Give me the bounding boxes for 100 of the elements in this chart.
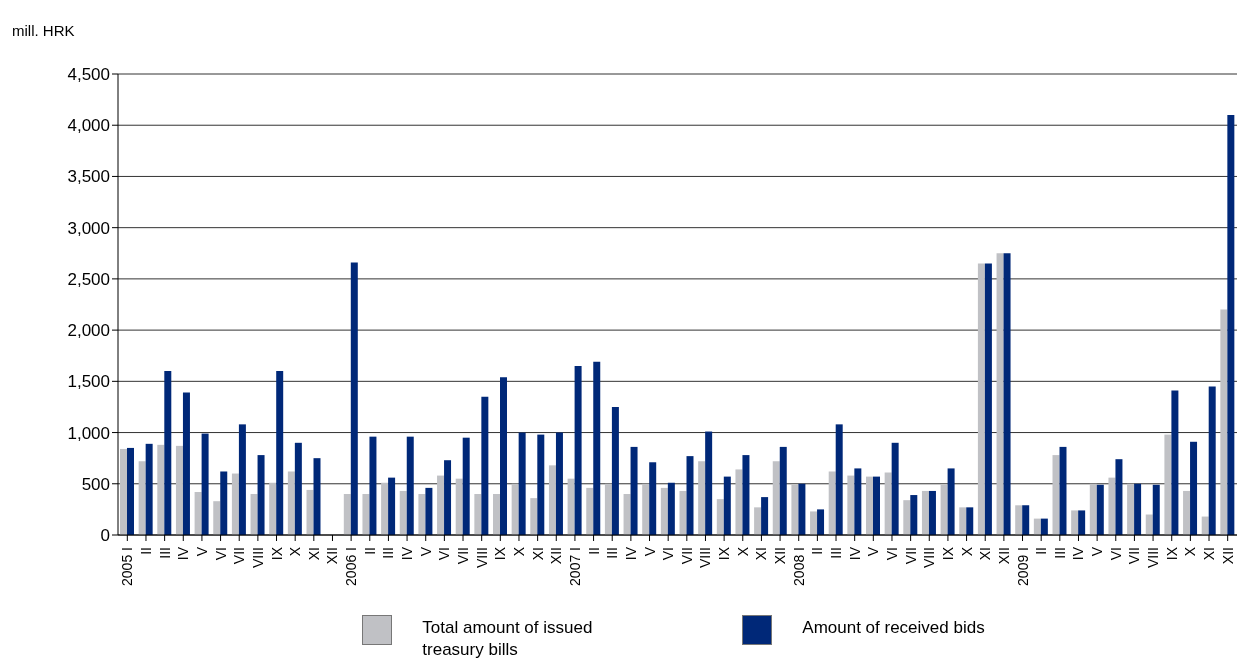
x-tick-label: XI bbox=[1201, 547, 1218, 561]
bar bbox=[921, 490, 929, 535]
bar bbox=[854, 468, 862, 535]
x-tick-label: III bbox=[380, 547, 397, 559]
bar bbox=[120, 448, 127, 535]
bar bbox=[761, 497, 769, 535]
bar bbox=[474, 494, 482, 535]
bar bbox=[630, 446, 638, 535]
bar bbox=[250, 494, 258, 535]
x-tick-label: II bbox=[137, 547, 154, 555]
bar bbox=[462, 437, 470, 535]
x-tick-label: VI bbox=[1107, 547, 1124, 561]
x-tick-label: III bbox=[604, 547, 621, 559]
x-tick-label: X bbox=[1182, 546, 1199, 557]
bar bbox=[220, 471, 228, 535]
x-tick-label: X bbox=[287, 546, 304, 557]
bar bbox=[362, 494, 370, 535]
x-tick-label: XI bbox=[529, 547, 546, 561]
bar bbox=[518, 432, 526, 535]
x-tick-label: V bbox=[417, 546, 434, 557]
x-tick-label: X bbox=[734, 546, 751, 557]
x-tick-label: II bbox=[361, 547, 378, 555]
bar bbox=[1201, 516, 1209, 535]
bar bbox=[1183, 490, 1191, 535]
bar bbox=[779, 446, 787, 535]
x-tick-label: IX bbox=[1163, 546, 1180, 561]
bar bbox=[164, 371, 172, 535]
x-tick-label: II bbox=[1033, 547, 1050, 555]
x-tick-label: IX bbox=[716, 546, 733, 561]
bar bbox=[1145, 514, 1153, 535]
x-tick-label: IX bbox=[268, 546, 285, 561]
bar bbox=[287, 471, 295, 535]
bar bbox=[940, 484, 948, 535]
bar bbox=[157, 444, 165, 535]
bar bbox=[548, 465, 556, 535]
bar bbox=[437, 475, 445, 535]
bar bbox=[1071, 510, 1079, 535]
bar bbox=[369, 436, 377, 535]
bar bbox=[623, 494, 631, 535]
bar bbox=[1164, 434, 1172, 535]
x-tick-label: X bbox=[510, 546, 527, 557]
bar bbox=[996, 253, 1004, 535]
x-tick-label: VII bbox=[231, 547, 248, 565]
bar bbox=[444, 460, 452, 535]
bar bbox=[257, 455, 265, 535]
bar bbox=[772, 461, 780, 535]
bar bbox=[611, 406, 619, 535]
bar bbox=[817, 509, 825, 535]
bar bbox=[455, 478, 463, 535]
x-tick-label: XI bbox=[305, 547, 322, 561]
x-tick-label: VII bbox=[678, 547, 695, 565]
bar bbox=[735, 469, 743, 535]
x-tick-label: VIII bbox=[697, 547, 714, 569]
bar bbox=[835, 424, 843, 535]
bar bbox=[1127, 483, 1135, 535]
bar bbox=[873, 476, 880, 535]
bar bbox=[966, 507, 974, 535]
bar bbox=[567, 478, 575, 535]
bar bbox=[511, 483, 519, 535]
x-tick-label: XII bbox=[772, 547, 789, 565]
bar bbox=[984, 263, 992, 535]
bar bbox=[1096, 484, 1104, 535]
bar bbox=[269, 482, 277, 535]
legend-label: Total amount of issued treasury bills bbox=[422, 617, 594, 661]
x-tick-label: IV bbox=[1070, 546, 1087, 561]
bar bbox=[313, 458, 321, 535]
y-axis-title: mill. HRK bbox=[12, 22, 75, 39]
x-tick-label: XII bbox=[995, 547, 1012, 565]
bar bbox=[1227, 114, 1235, 535]
x-tick-label: IV bbox=[846, 546, 863, 561]
x-tick-label: XII bbox=[324, 547, 341, 565]
bar bbox=[175, 445, 183, 535]
y-tick-label: 4,000 bbox=[67, 116, 110, 136]
x-tick-label: IX bbox=[939, 546, 956, 561]
x-tick-label: VII bbox=[902, 547, 919, 565]
bar bbox=[1040, 518, 1048, 535]
bar bbox=[555, 432, 563, 535]
x-tick-label: III bbox=[156, 547, 173, 559]
x-tick-label: III bbox=[1051, 547, 1068, 559]
y-tick-label: 3,500 bbox=[67, 167, 110, 187]
bar bbox=[306, 489, 314, 535]
bar bbox=[381, 482, 389, 535]
bar bbox=[1171, 390, 1179, 535]
bar bbox=[138, 461, 146, 535]
bar bbox=[418, 494, 426, 535]
bar bbox=[884, 472, 892, 535]
bar bbox=[1089, 483, 1097, 535]
bar bbox=[201, 433, 209, 535]
y-tick-label: 3,000 bbox=[67, 218, 110, 238]
x-tick-label: 2007 I bbox=[566, 547, 583, 586]
bar bbox=[705, 431, 713, 535]
bar bbox=[194, 491, 202, 535]
x-tick-label: XII bbox=[1219, 547, 1236, 565]
x-tick-label: V bbox=[193, 546, 210, 557]
x-tick-label: II bbox=[585, 547, 602, 555]
x-tick-label: IX bbox=[492, 546, 509, 561]
x-tick-label: VIII bbox=[473, 547, 490, 569]
x-tick-label: X bbox=[958, 546, 975, 557]
bar bbox=[1115, 459, 1123, 535]
bar bbox=[742, 455, 750, 535]
